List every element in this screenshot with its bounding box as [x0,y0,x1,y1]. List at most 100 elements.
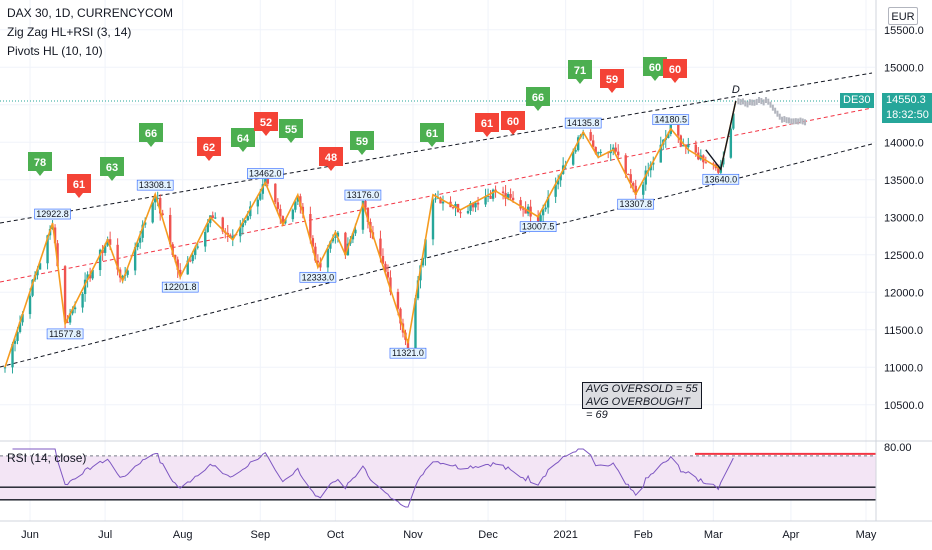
rsi-flag-value: 52 [260,117,272,129]
candle-body [83,279,87,294]
candle-body [627,173,630,175]
candle-body [556,180,560,185]
rsi-label[interactable]: RSI (14, close) [7,451,87,465]
rsi-flag [475,113,499,137]
candle-body [56,243,59,267]
candle-body [484,196,487,205]
projection-bar [801,118,804,125]
candle-body [541,209,545,216]
candle-body [291,209,295,220]
rsi-flag-value: 60 [649,62,661,74]
candle-body [209,215,212,224]
candle-body [644,170,647,185]
rsi-flag [643,57,667,81]
candle-body [474,202,477,208]
candle-body [316,260,320,263]
pivot-box [702,173,740,185]
pivot-label: 12333.0 [302,272,335,282]
candle-body [491,189,495,199]
projection-bars [737,96,807,126]
indicator-pivots-label[interactable]: Pivots HL (10, 10) [7,44,103,58]
candle-body [624,155,627,174]
candle-body [66,322,69,324]
candle-body [191,255,194,261]
candle-body [421,257,425,266]
candle-body [126,270,129,275]
symbol-title[interactable]: DAX 30, 1D, CURRENCYCOM [7,6,174,20]
rsi-flag [197,137,221,161]
candle-body [108,239,112,245]
pivot-box [136,179,174,191]
currency-button[interactable]: EUR [888,7,918,25]
candle-body [314,246,317,261]
projection-bar [741,98,744,105]
candle-body [416,280,420,299]
candle-body [434,198,437,200]
chart-grid [0,0,876,521]
x-tick-label: Mar [704,529,723,541]
candle-body [276,202,280,209]
candle-body [326,248,330,268]
indicator-zigzag-label[interactable]: Zig Zag HL+RSI (3, 14) [7,25,132,39]
candle-body [536,216,540,222]
rsi-flag [420,123,444,147]
rsi-flag [139,123,163,147]
rsi-flag-value: 66 [145,128,157,140]
candle-body [38,263,42,270]
candle-body [544,207,547,210]
projection-bar [755,98,758,105]
projection-bar [774,107,777,114]
candle-body [381,255,385,264]
candle-body [717,168,720,173]
candle-body [506,194,510,199]
candle-body [629,174,632,183]
candle-body [103,245,107,253]
candle-body [53,227,57,244]
pivot-label: 11577.8 [49,329,81,339]
candle-body [476,202,480,205]
candle-body [439,197,442,204]
candle-body [106,239,109,246]
candle-body [256,199,259,207]
candle-body [677,124,680,136]
candle-body [161,213,164,216]
candle-body [98,249,102,271]
candle-body [221,217,224,232]
avg-overbought: AVG OVERBOUGHT = 69 [586,396,690,421]
candle-body [546,196,550,208]
rsi-flag [100,157,124,181]
rsi-flag [231,128,255,152]
projection-bar [769,101,772,108]
y-tick-label: 13500.0 [884,175,924,187]
rsi-flag-value: 62 [203,142,215,154]
candle-body [176,259,179,270]
candle-body [614,147,617,152]
candle-body [344,232,347,256]
candle-body [63,266,67,323]
rsi-flag-value: 61 [426,128,438,140]
y-tick-label: 14000.0 [884,137,924,149]
candle-body [274,183,277,203]
candle-body [424,239,427,258]
candle-body [186,260,189,275]
candle-body [576,137,580,151]
x-tick-label: Nov [403,529,423,541]
candle-body [396,291,400,309]
y-tick-label: 12500.0 [884,250,924,262]
candle-body [469,203,472,211]
candle-body [642,184,645,195]
candle-body [704,162,708,164]
candle-body [354,229,357,234]
candle-body [91,270,94,279]
candle-body [36,269,39,276]
candle-body [158,197,162,214]
candle-body [652,162,655,165]
candle-body [389,277,392,292]
zigzag-path [4,100,737,368]
candle-body [384,263,387,272]
x-tick-label: Dec [478,529,498,541]
candle-body [596,152,600,154]
candle-body [73,307,77,310]
candle-body [194,247,197,256]
